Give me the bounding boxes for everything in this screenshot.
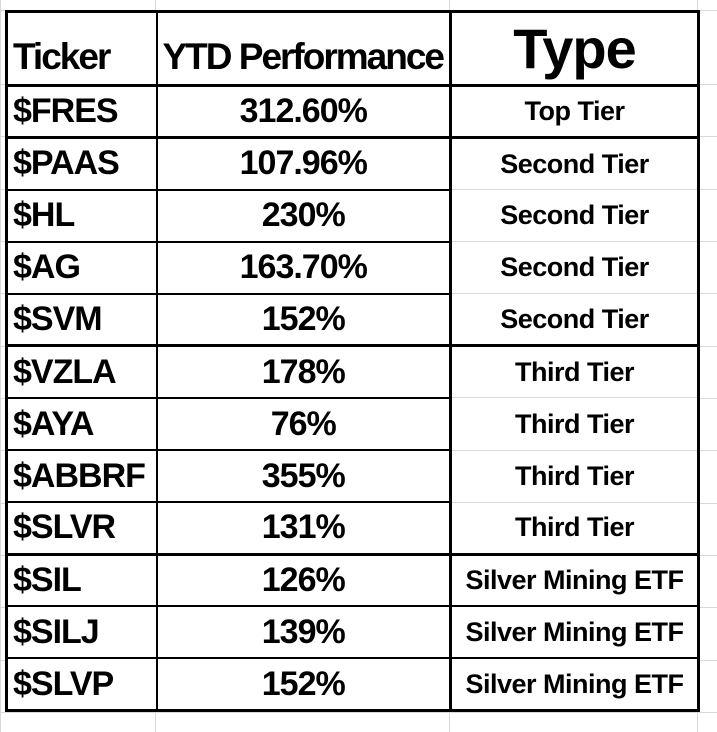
ticker-cell[interactable]: $SLVP bbox=[13, 664, 114, 703]
ytd-cell[interactable]: 312.60% bbox=[155, 85, 451, 140]
ticker-cell[interactable]: $AG bbox=[6, 241, 157, 295]
table-row: $SIL 126% Silver Mining ETF bbox=[6, 554, 699, 608]
ytd-cell[interactable]: 107.96% bbox=[155, 137, 451, 191]
table-row: $SVM 152% Second Tier bbox=[6, 293, 699, 348]
header-ticker[interactable]: Ticker bbox=[6, 11, 157, 87]
ticker-cell[interactable]: $VZLA bbox=[6, 345, 157, 399]
ytd-cell[interactable]: 131% bbox=[155, 502, 451, 556]
ticker-cell[interactable]: $PAAS bbox=[6, 137, 157, 191]
ytd-cell[interactable]: 76% bbox=[155, 397, 451, 452]
table-row: $FRES 312.60% Top Tier bbox=[6, 85, 699, 140]
header-row: Ticker YTD Performance Type bbox=[6, 11, 699, 87]
type-cell[interactable]: Silver Mining ETF bbox=[449, 606, 699, 660]
table-row: $HL 230% Second Tier bbox=[6, 189, 699, 243]
table-row: $SILJ 139% Silver Mining ETF bbox=[6, 606, 699, 660]
ytd-cell[interactable]: 152% bbox=[155, 658, 451, 711]
ytd-cell[interactable]: 230% bbox=[155, 189, 451, 243]
ticker-cell[interactable]: $HL bbox=[6, 189, 157, 243]
ticker-cell[interactable]: $SLVR bbox=[6, 502, 157, 556]
type-cell[interactable]: Second Tier bbox=[449, 293, 699, 348]
ytd-cell[interactable]: 152% bbox=[155, 293, 451, 348]
header-ytd-performance[interactable]: YTD Performance bbox=[155, 11, 451, 87]
table-row: $SLVR 131% Third Tier bbox=[6, 502, 699, 556]
table-row: $VZLA 178% Third Tier bbox=[6, 345, 699, 399]
type-cell[interactable]: Third Tier bbox=[449, 502, 699, 556]
table-row: $AG 163.70% Second Tier bbox=[6, 241, 699, 295]
silver-miners-table: Ticker YTD Performance Type $FRES 312.60… bbox=[5, 10, 700, 712]
ytd-cell[interactable]: 355% bbox=[155, 450, 451, 504]
table-row: $PAAS 107.96% Second Tier bbox=[6, 137, 699, 191]
type-cell[interactable]: Silver Mining ETF bbox=[449, 658, 699, 711]
type-cell[interactable]: Second Tier bbox=[449, 241, 699, 295]
ytd-cell[interactable]: 126% bbox=[155, 554, 451, 608]
ticker-cell[interactable]: $ABBRF bbox=[6, 450, 157, 504]
type-cell[interactable]: Silver Mining ETF bbox=[449, 554, 699, 608]
gridline bbox=[0, 712, 717, 713]
type-cell[interactable]: Third Tier bbox=[449, 397, 699, 451]
ytd-cell[interactable]: 139% bbox=[155, 606, 451, 660]
ytd-cell[interactable]: 163.70% bbox=[155, 241, 451, 295]
ticker-cell[interactable]: $AYA bbox=[6, 397, 157, 452]
ytd-cell[interactable]: 178% bbox=[155, 345, 451, 399]
ticker-cell[interactable]: $SILJ bbox=[6, 606, 157, 660]
gridline bbox=[0, 0, 1, 732]
ticker-cell[interactable]: $SVM bbox=[6, 293, 157, 348]
table-row: $ABBRF 355% Third Tier bbox=[6, 450, 699, 504]
table-row: $SLVP 152% Silver Mining ETF bbox=[7, 658, 699, 711]
type-cell[interactable]: Third Tier bbox=[449, 345, 699, 399]
table-row: $AYA 76% Third Tier bbox=[6, 397, 699, 452]
type-cell[interactable]: Top Tier bbox=[449, 85, 699, 140]
type-cell[interactable]: Second Tier bbox=[449, 137, 699, 191]
type-cell[interactable]: Third Tier bbox=[449, 450, 699, 503]
header-type[interactable]: Type bbox=[449, 11, 699, 87]
ticker-cell[interactable]: $FRES bbox=[6, 85, 157, 140]
ticker-cell[interactable]: $SIL bbox=[6, 554, 157, 608]
type-cell[interactable]: Second Tier bbox=[449, 189, 699, 243]
